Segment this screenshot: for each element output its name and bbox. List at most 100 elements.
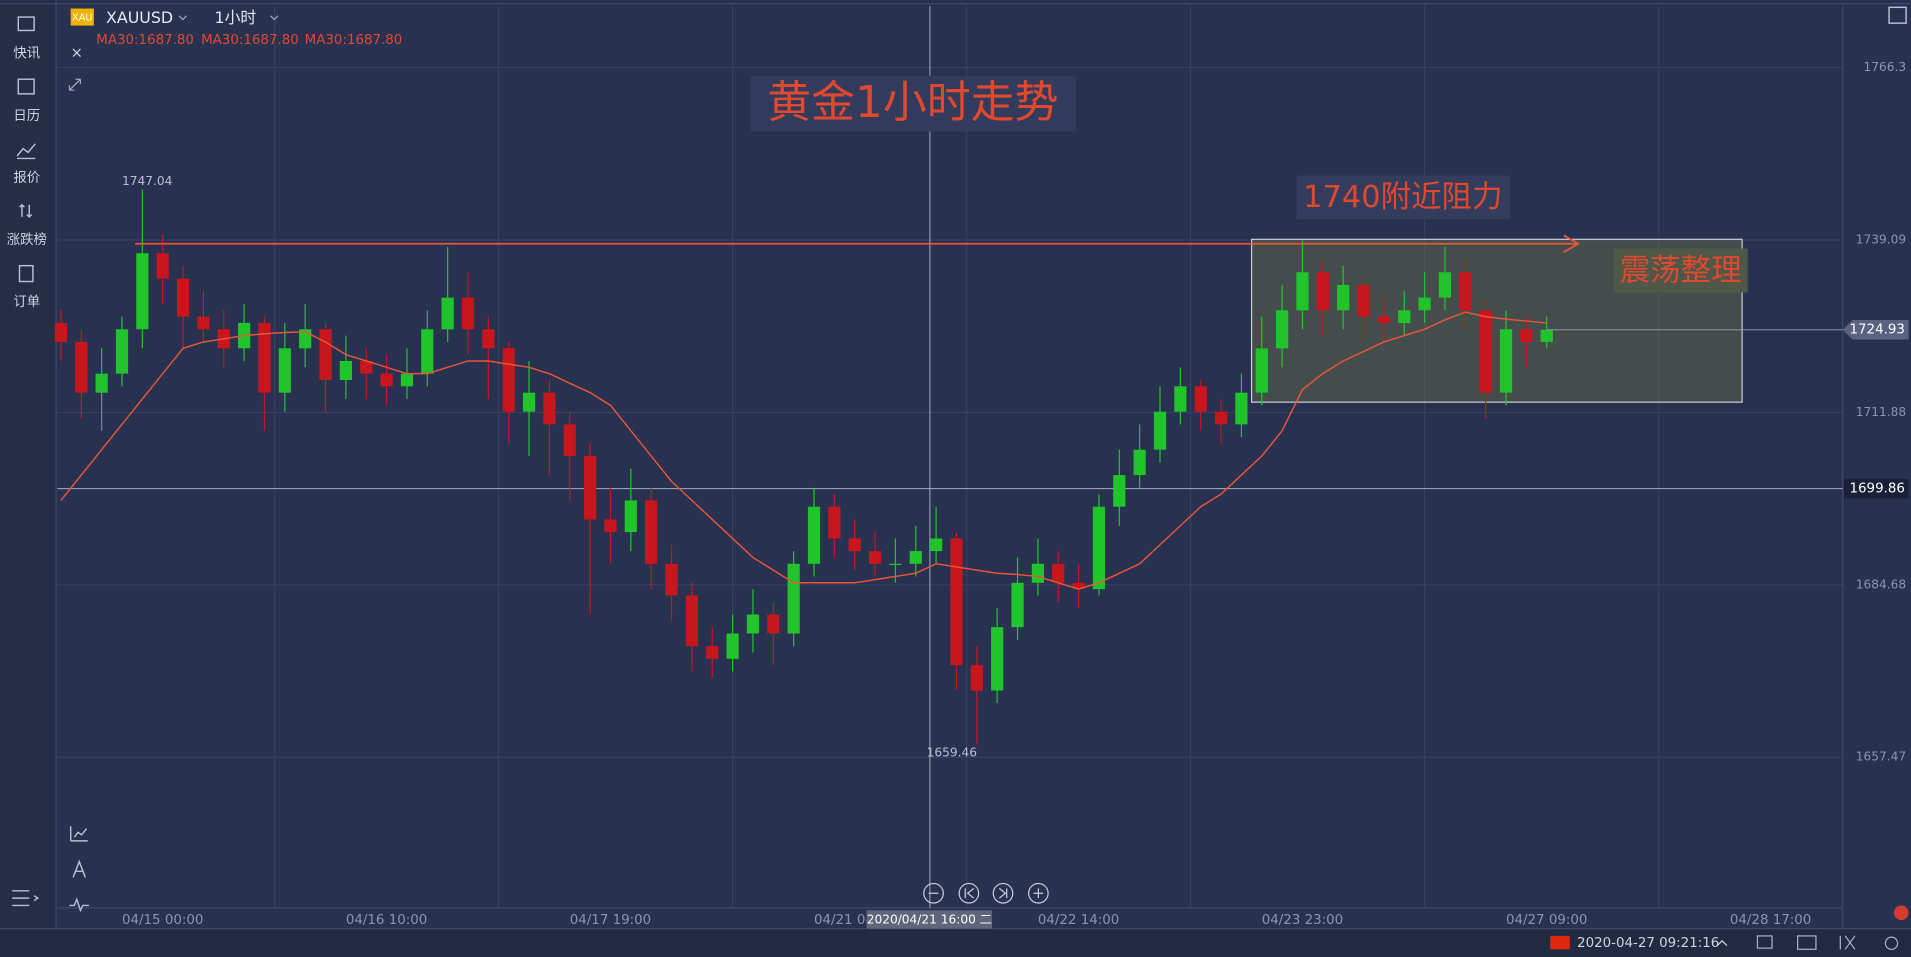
zoom-controls [923, 882, 1049, 904]
menu-icon[interactable] [12, 890, 40, 907]
candle-body [909, 551, 922, 564]
candle-body [1276, 310, 1289, 349]
candle-body [767, 614, 780, 634]
zoom-out[interactable] [923, 882, 944, 904]
layout-icon[interactable] [1888, 6, 1907, 24]
sidebar-label[interactable]: 快讯 [13, 46, 40, 62]
candle-body [1214, 411, 1228, 425]
interval-caret[interactable] [270, 15, 279, 21]
news-icon[interactable] [17, 16, 35, 32]
crosshair-price: 1699.86 [1850, 482, 1905, 497]
order-icon[interactable] [18, 264, 34, 283]
candle-body [1011, 582, 1024, 628]
status-bar [0, 928, 1911, 957]
candle-body [1459, 272, 1472, 311]
candle-body [482, 329, 495, 349]
candle-body [319, 329, 332, 380]
candle-body [1337, 284, 1350, 311]
candle-body [176, 278, 190, 317]
candle-body [258, 322, 271, 393]
x-tick-label: 04/22 14:00 [1038, 913, 1119, 928]
y-tick-label: 1657.47 [1856, 750, 1906, 764]
candle-body [54, 322, 68, 342]
chart-title: 黄金1小时走势 [767, 77, 1058, 128]
x-tick-label: 04/16 10:00 [346, 913, 427, 928]
candle-body [584, 456, 597, 520]
interval[interactable]: 1小时 [215, 8, 257, 27]
x-tick-label: 04/23 23:00 [1262, 913, 1343, 928]
candle-body [1540, 329, 1553, 342]
sidebar-label[interactable]: 涨跌榜 [7, 231, 47, 248]
candle-body [1377, 316, 1390, 323]
badge-text: XAU [72, 13, 92, 24]
x-tick-label: 04/27 09:00 [1506, 913, 1587, 928]
candle-body [156, 253, 169, 279]
draw-icon[interactable] [72, 859, 86, 878]
rank-icon[interactable] [18, 203, 33, 218]
y-tick-label: 1739.09 [1856, 233, 1906, 247]
candle-body [1255, 348, 1268, 393]
indicator-icon[interactable] [69, 826, 88, 842]
candle-body [115, 329, 129, 374]
y-tick-label: 1684.68 [1856, 577, 1906, 591]
ma-label: MA30:1687.80 [96, 33, 194, 48]
candle-body [75, 341, 88, 393]
candle-body [400, 373, 414, 387]
candle-body [1174, 386, 1187, 412]
screenshot-icon[interactable] [1797, 935, 1817, 950]
candle-body [1438, 272, 1452, 298]
candle-body [848, 538, 861, 552]
candle-body [421, 329, 434, 374]
candle-body [1357, 284, 1370, 317]
window-icon[interactable] [1756, 935, 1773, 949]
flag [1550, 935, 1570, 950]
candle-body [563, 424, 576, 457]
candle-body [970, 665, 983, 691]
close-button[interactable]: × [71, 45, 83, 62]
status-caret[interactable] [1716, 939, 1728, 947]
resistance-arrow [1563, 234, 1581, 254]
candle-body [1520, 329, 1533, 342]
collapse-button[interactable] [68, 78, 82, 91]
symbol-caret[interactable] [178, 15, 187, 21]
calendar-icon[interactable] [17, 78, 35, 95]
sidebar-label[interactable]: 订单 [13, 294, 40, 310]
sidebar-icons [12, 6, 1907, 913]
settings-icon[interactable] [1884, 936, 1899, 950]
candle-body [339, 360, 352, 380]
low-label: 1659.46 [927, 746, 977, 760]
candle-body [1052, 563, 1065, 583]
scroll-start[interactable] [958, 882, 980, 904]
candle-body [950, 538, 963, 666]
box-label-bg [1613, 248, 1748, 293]
y-tick-label: 1766.3 [1864, 60, 1907, 74]
candle-body [1194, 386, 1207, 412]
candle-body [1398, 310, 1411, 323]
status-time: 2020-04-27 09:21:16 [1577, 936, 1719, 951]
sidebar-label[interactable]: 报价 [13, 170, 40, 186]
candle-body [889, 563, 902, 565]
candle-body [1031, 563, 1044, 583]
candle-body [1092, 506, 1106, 590]
crosshair-price-tag [1843, 478, 1909, 499]
ma-label: MA30:1687.80 [305, 33, 403, 48]
fullscreen-icon[interactable] [1839, 935, 1856, 950]
symbol[interactable]: XAUUSD [106, 8, 173, 27]
zoom-in[interactable] [1028, 882, 1049, 904]
candle-body [746, 614, 760, 634]
candle-body [624, 500, 637, 533]
candle-body [1153, 411, 1167, 450]
quote-icon[interactable] [16, 143, 36, 160]
candle-body [665, 563, 678, 596]
candle-body [380, 373, 393, 387]
alert-icon[interactable] [1893, 905, 1909, 921]
candle-body [95, 373, 108, 393]
ma-line [60, 311, 1547, 590]
candle-body [828, 506, 841, 539]
resistance-label: 1740附近阻力 [1303, 180, 1502, 215]
candle-body [787, 563, 800, 634]
sidebar-label[interactable]: 日历 [13, 109, 40, 124]
wave-icon[interactable] [69, 897, 89, 913]
candle-body [502, 348, 515, 412]
scroll-end[interactable] [992, 882, 1014, 904]
